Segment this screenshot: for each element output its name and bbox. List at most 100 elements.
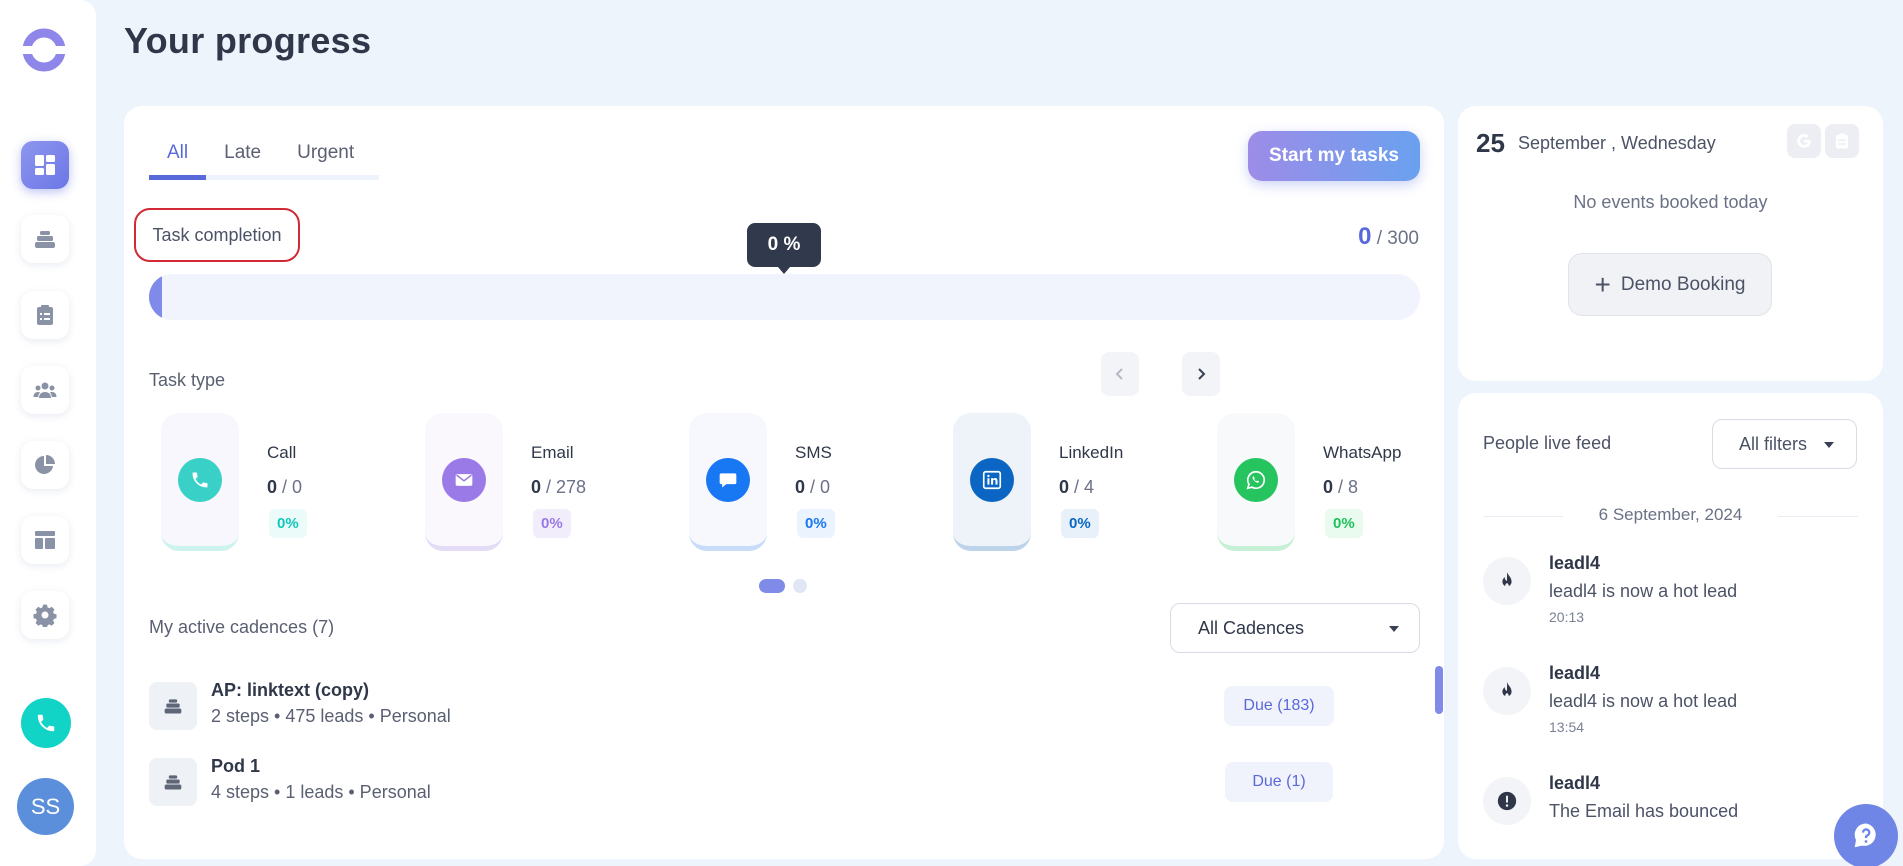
plus-icon: + <box>1594 268 1611 300</box>
nav-dashboard[interactable] <box>21 141 69 189</box>
task-type-percent: 0% <box>269 509 307 538</box>
cadence-filter-value: All Cadences <box>1198 617 1305 638</box>
calendar-date: September , Wednesday <box>1518 133 1716 153</box>
feed-date-separator: 6 September, 2024 <box>1483 505 1858 525</box>
dialer-button[interactable] <box>21 698 71 748</box>
demo-booking-button[interactable]: + Demo Booking <box>1568 253 1772 316</box>
live-feed-card: People live feed All filters 6 September… <box>1458 393 1883 859</box>
chevron-left-icon <box>1115 368 1123 380</box>
task-type-prev-button[interactable] <box>1101 352 1139 396</box>
calendar-card: 25 September , Wednesday No events booke… <box>1458 106 1883 381</box>
completion-count: 0 / 300 <box>1358 223 1419 251</box>
cadence-name[interactable]: AP: linktext (copy) <box>211 680 370 700</box>
settings-gear-icon <box>33 604 57 627</box>
alert-icon <box>1483 777 1531 825</box>
nav-cadences[interactable] <box>21 215 69 263</box>
feed-event-text: The Email has bounced <box>1549 801 1739 821</box>
task-completion-label: Task completion <box>134 208 300 262</box>
feed-item[interactable]: leadl4 leadl4 is now a hot lead 13:54 <box>1483 663 1863 735</box>
task-type-name: LinkedIn <box>1059 443 1124 462</box>
task-type-count: 0 / 0 <box>267 477 303 497</box>
task-type-email[interactable]: Email 0 / 278 0% <box>413 413 663 553</box>
carousel-dot-1[interactable] <box>759 579 785 593</box>
chat-bubble-icon <box>706 457 750 502</box>
email-card <box>425 413 503 551</box>
linkedin-card <box>953 413 1031 551</box>
feed-lead-name[interactable]: leadl4 <box>1549 773 1601 793</box>
nav-settings[interactable] <box>21 591 69 639</box>
cadence-icon <box>149 682 197 730</box>
google-icon <box>1797 134 1811 148</box>
linkedin-icon <box>970 457 1014 502</box>
feed-event-time: 13:54 <box>1549 719 1585 735</box>
start-my-tasks-button[interactable]: Start my tasks <box>1248 131 1420 181</box>
cadences-scrollbar[interactable] <box>1435 666 1443 714</box>
tab-late[interactable]: Late <box>224 142 262 163</box>
cadence-due-badge[interactable]: Due (183) <box>1224 686 1334 726</box>
feed-lead-name[interactable]: leadl4 <box>1549 553 1601 573</box>
task-type-count: 0 / 278 <box>531 477 587 497</box>
task-type-sms[interactable]: SMS 0 / 0 0% <box>677 413 927 553</box>
task-type-count: 0 / 8 <box>1323 477 1359 497</box>
tasks-clipboard-icon <box>37 305 53 325</box>
flame-icon <box>1483 667 1531 715</box>
tab-all[interactable]: All <box>149 141 207 180</box>
nav-people[interactable] <box>21 366 69 414</box>
carousel-dots <box>759 579 807 593</box>
cadences-icon <box>35 231 55 248</box>
caret-down-icon <box>1824 442 1834 448</box>
cadence-row[interactable]: Pod 1 4 steps • 1 leads • Personal Due (… <box>149 756 1419 816</box>
completion-done: 0 <box>1358 223 1372 250</box>
completion-total: / 300 <box>1376 228 1419 249</box>
user-avatar[interactable]: SS <box>17 778 74 835</box>
task-type-label: Task type <box>149 370 226 390</box>
active-cadences-label: My active cadences (7) <box>149 617 335 637</box>
feed-event-time: 20:13 <box>1549 609 1585 625</box>
feed-filters-value: All filters <box>1739 433 1808 454</box>
carousel-dot-2[interactable] <box>793 579 807 593</box>
mail-icon <box>442 457 486 502</box>
feed-item[interactable]: leadl4 leadl4 is now a hot lead 20:13 <box>1483 553 1863 625</box>
google-calendar-button[interactable] <box>1787 124 1821 158</box>
cadence-meta: 2 steps • 475 leads • Personal <box>211 706 451 726</box>
help-question-icon <box>1854 823 1876 848</box>
task-type-whatsapp[interactable]: WhatsApp 0 / 8 0% <box>1205 413 1455 553</box>
task-type-call[interactable]: Call 0 / 0 0% <box>149 413 399 553</box>
task-type-next-button[interactable] <box>1182 352 1220 396</box>
calendar-day: 25 <box>1476 128 1505 158</box>
booking-clipboard-button[interactable] <box>1825 124 1859 158</box>
demo-booking-label: Demo Booking <box>1620 273 1746 295</box>
feed-filters-select[interactable]: All filters <box>1712 419 1857 469</box>
whatsapp-card <box>1217 413 1295 551</box>
tab-urgent[interactable]: Urgent <box>297 142 355 163</box>
feed-lead-name[interactable]: leadl4 <box>1549 663 1601 683</box>
cadence-due-badge[interactable]: Due (1) <box>1225 762 1333 802</box>
task-type-count: 0 / 0 <box>795 477 831 497</box>
nav-templates[interactable] <box>21 516 69 564</box>
task-type-name: Email <box>531 443 574 462</box>
cadence-filter-select[interactable]: All Cadences <box>1170 603 1420 653</box>
task-type-percent: 0% <box>1061 509 1099 538</box>
caret-down-icon <box>1389 626 1399 632</box>
live-feed-title: People live feed <box>1483 433 1612 453</box>
task-type-name: SMS <box>795 443 832 462</box>
cadence-name[interactable]: Pod 1 <box>211 756 261 776</box>
cadence-row[interactable]: AP: linktext (copy) 2 steps • 475 leads … <box>149 680 1419 740</box>
no-events-message: No events booked today <box>1573 192 1768 212</box>
whatsapp-icon <box>1234 457 1278 502</box>
progress-card: All Late Urgent Start my tasks Task comp… <box>124 106 1444 859</box>
nav-tasks[interactable] <box>21 291 69 339</box>
phone-icon <box>37 714 55 732</box>
cadence-meta: 4 steps • 1 leads • Personal <box>211 782 431 802</box>
chevron-right-icon <box>1198 368 1206 380</box>
app-logo[interactable] <box>20 26 68 74</box>
help-chat-button[interactable] <box>1834 804 1898 866</box>
templates-icon <box>35 531 55 549</box>
nav-analytics[interactable] <box>21 441 69 489</box>
dashboard-icon <box>35 155 55 175</box>
flame-icon <box>1483 557 1531 605</box>
feed-item[interactable]: leadl4 The Email has bounced <box>1483 773 1863 843</box>
task-type-linkedin[interactable]: LinkedIn 0 / 4 0% <box>941 413 1191 553</box>
task-type-percent: 0% <box>533 509 571 538</box>
clipboard-icon <box>1836 133 1848 149</box>
